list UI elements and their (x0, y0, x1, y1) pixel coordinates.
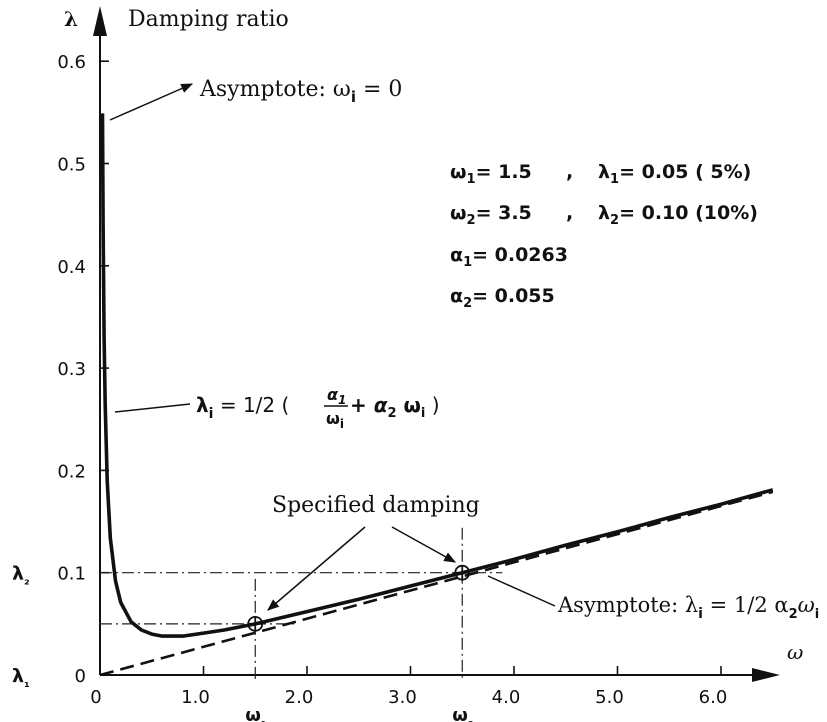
param-row-3: α1= 0.0263 (450, 244, 568, 270)
chart-title: Damping ratio (128, 7, 289, 32)
formula-annotation: λi = 1/2 ( α1 ωi + α2 ωi ) (196, 385, 440, 431)
param-row-2-sep: , (566, 202, 573, 224)
specified-markers (247, 564, 471, 632)
y-axis-arrow-icon (93, 6, 107, 36)
asymptote-line-leader (487, 575, 556, 607)
y-point-label-1: λ₂ (12, 563, 30, 589)
y-point-label-0: λ₁ (12, 665, 30, 691)
damping-curve-line (100, 113, 774, 638)
x-tick-label-0: 0 (90, 687, 101, 708)
y-tick-label-4: 0.4 (57, 257, 86, 278)
specified-damping-leader-2 (391, 526, 457, 563)
specified-damping-annotation: Specified damping (272, 493, 480, 518)
x-axis-arrow-icon (752, 668, 780, 682)
y-tick-label-6: 0.6 (57, 52, 86, 73)
param-row-1-sep: , (566, 161, 573, 183)
svg-text:ωi: ωi (326, 409, 344, 431)
specified-damping-leader-1 (267, 526, 366, 611)
asymptote-dashed-line (99, 490, 774, 677)
x-point-label-0: ω₁ (245, 705, 266, 722)
y-tick-label-0: 0 (75, 666, 86, 687)
formula-leader (114, 403, 191, 413)
y-tick-label-3: 0.3 (57, 359, 86, 380)
param-row-4: α2= 0.055 (450, 285, 555, 311)
x-tick-label-6: 6.0 (699, 687, 728, 708)
asymptote-line-annotation: Asymptote: λi = 1/2 α2ωi (557, 593, 819, 622)
x-point-label-1: ω₂ (452, 705, 473, 722)
param-row-1-b: λ1= 0.05 ( 5%) (598, 161, 751, 187)
param-row-1: ω1= 1.5 (450, 161, 532, 187)
y-tick-label-5: 0.5 (57, 155, 86, 176)
x-tick-label-3: 3.0 (388, 687, 417, 708)
x-tick-label-2: 2.0 (285, 687, 314, 708)
svg-text:+ α2 ωi ): + α2 ωi ) (350, 393, 440, 421)
x-axis-label: ω (787, 640, 803, 664)
y-axis-label: λ (64, 7, 78, 31)
param-row-2-b: λ2= 0.10 (10%) (598, 202, 758, 228)
svg-text:λi = 1/2 (: λi = 1/2 ( (196, 393, 289, 422)
y-tick-label-2: 0.2 (57, 461, 86, 482)
svg-text:α1: α1 (327, 385, 346, 407)
x-tick-label-1: 1.0 (181, 687, 210, 708)
asymptote-vertical-leader (109, 83, 194, 121)
axis-ticks: 0 1.0 2.0 3.0 4.0 5.0 6.0 0 0.1 0.2 0.3 0.4 0.5 0.6 ω₁… (12, 52, 727, 722)
asymptote-vertical-annotation: Asymptote: ωi = 0 (199, 77, 402, 106)
specified-guides (100, 527, 503, 680)
param-row-2: ω2= 3.5 (450, 202, 532, 228)
x-tick-label-4: 4.0 (492, 687, 521, 708)
parameters-block: ω1= 1.5 , λ1= 0.05 ( 5%) ω2= 3.5 , λ2= 0… (450, 161, 758, 311)
x-tick-label-5: 5.0 (595, 687, 624, 708)
y-tick-label-1: 0.1 (57, 564, 86, 585)
